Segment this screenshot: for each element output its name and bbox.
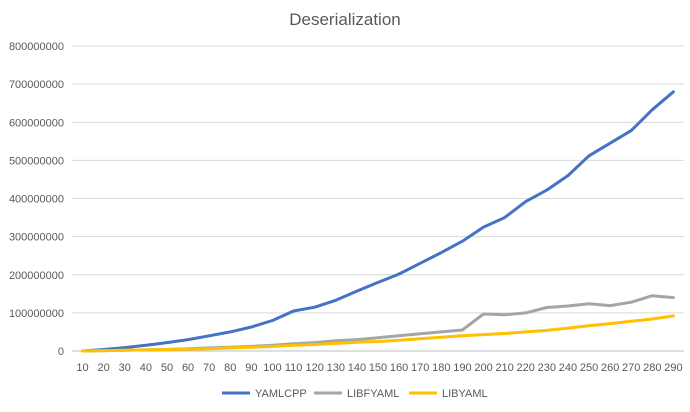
x-tick-label: 110 xyxy=(285,362,303,374)
y-tick-label: 400000000 xyxy=(9,194,64,206)
x-tick-label: 290 xyxy=(664,362,682,374)
x-tick-label: 60 xyxy=(182,362,194,374)
x-tick-label: 70 xyxy=(203,362,215,374)
y-tick-label: 100000000 xyxy=(9,308,64,320)
x-tick-label: 200 xyxy=(474,362,492,374)
x-tick-label: 80 xyxy=(224,362,236,374)
y-tick-label: 0 xyxy=(58,346,64,358)
x-tick-label: 130 xyxy=(327,362,345,374)
x-tick-label: 270 xyxy=(622,362,640,374)
x-tick-label: 30 xyxy=(119,362,131,374)
legend-label-yamlcpp: YAMLCPP xyxy=(255,388,307,400)
x-tick-label: 180 xyxy=(432,362,450,374)
x-tick-label: 260 xyxy=(601,362,619,374)
series-line-libyaml xyxy=(81,314,675,353)
x-tick-label: 140 xyxy=(348,362,366,374)
x-tick-label: 160 xyxy=(390,362,408,374)
x-tick-label: 40 xyxy=(140,362,152,374)
y-tick-label: 600000000 xyxy=(9,117,64,129)
y-tick-label: 500000000 xyxy=(9,155,64,167)
x-tick-label: 10 xyxy=(76,362,88,374)
y-tick-label: 200000000 xyxy=(9,270,64,282)
series-lines xyxy=(81,90,675,353)
x-tick-label: 220 xyxy=(517,362,535,374)
x-tick-label: 20 xyxy=(98,362,110,374)
legend-label-libfyaml: LIBFYAML xyxy=(347,388,399,400)
x-tick-label: 230 xyxy=(538,362,556,374)
y-tick-label: 300000000 xyxy=(9,232,64,244)
x-axis-ticks: 10 20 30 40 50 60 70 80 90 100 110 120 130 140 150 160 1… xyxy=(76,362,682,374)
chart-title: Deserialization xyxy=(289,10,401,29)
x-tick-label: 240 xyxy=(559,362,577,374)
x-tick-label: 210 xyxy=(495,362,513,374)
x-tick-label: 50 xyxy=(161,362,173,374)
legend-label-libyaml: LIBYAML xyxy=(442,388,488,400)
x-tick-label: 190 xyxy=(453,362,471,374)
y-tick-label: 800000000 xyxy=(9,41,64,53)
legend: YAMLCPP LIBFYAML LIBYAML xyxy=(222,388,488,400)
y-tick-label: 700000000 xyxy=(9,79,64,91)
y-axis-ticks: 0 100000000 200000000 300000000 400000000 500… xyxy=(9,41,64,358)
x-tick-label: 250 xyxy=(580,362,598,374)
series-line-yamlcpp xyxy=(81,90,675,353)
x-tick-label: 170 xyxy=(411,362,429,374)
gridlines xyxy=(72,45,684,352)
x-tick-label: 150 xyxy=(369,362,387,374)
x-tick-label: 280 xyxy=(643,362,661,374)
x-tick-label: 120 xyxy=(306,362,324,374)
x-tick-label: 90 xyxy=(245,362,257,374)
x-tick-label: 100 xyxy=(263,362,281,374)
